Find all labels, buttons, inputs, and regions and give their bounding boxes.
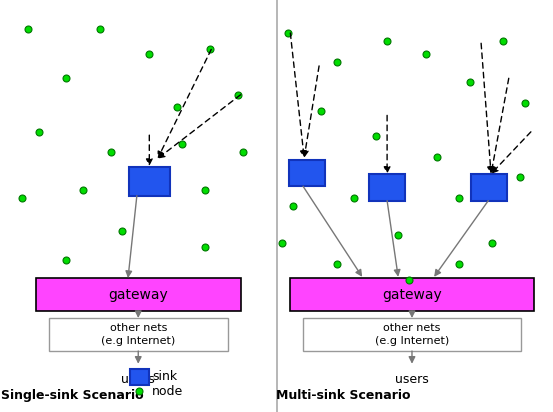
Bar <box>303 318 521 351</box>
Text: users: users <box>121 373 155 386</box>
Text: other nets
(e.g Internet): other nets (e.g Internet) <box>101 323 175 346</box>
Bar <box>290 278 534 311</box>
Bar <box>129 167 170 196</box>
Text: node: node <box>152 385 184 398</box>
Text: Single-sink Scenario: Single-sink Scenario <box>1 389 143 402</box>
Bar <box>369 174 405 201</box>
Bar <box>471 174 508 201</box>
Text: gateway: gateway <box>382 288 442 302</box>
Bar <box>49 318 228 351</box>
Bar <box>289 159 325 186</box>
Bar <box>36 278 241 311</box>
Text: sink: sink <box>152 370 177 384</box>
Bar <box>129 369 149 385</box>
Text: other nets
(e.g Internet): other nets (e.g Internet) <box>375 323 449 346</box>
Text: users: users <box>395 373 429 386</box>
Text: gateway: gateway <box>108 288 168 302</box>
Text: Multi-sink Scenario: Multi-sink Scenario <box>275 389 410 402</box>
